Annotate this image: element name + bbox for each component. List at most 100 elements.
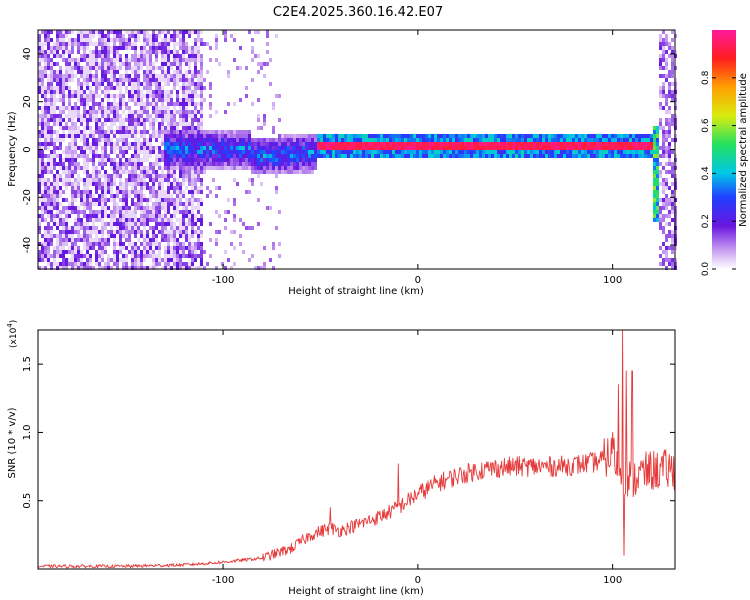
spectrogram-cell — [155, 78, 158, 82]
spectrogram-cell — [203, 86, 206, 90]
spectrogram-cell — [149, 174, 152, 178]
spectrogram-cell — [104, 162, 107, 166]
spectrogram-cell — [140, 222, 143, 226]
spectrogram-cell — [71, 42, 74, 46]
spectrogram-cell — [47, 82, 50, 86]
spectrogram-cell — [179, 138, 182, 142]
spectrogram-cell — [347, 138, 350, 142]
spectrogram-cell — [215, 166, 218, 170]
spectrogram-cell — [122, 134, 125, 138]
spectrogram-cell — [125, 254, 128, 258]
spectrogram-cell — [131, 98, 134, 102]
spectrogram-cell — [164, 42, 167, 46]
spectrogram-cell — [116, 130, 119, 134]
spectrogram-cell — [314, 154, 317, 158]
spectrogram-cell — [257, 154, 260, 158]
spectrogram-cell — [161, 106, 164, 110]
spectrogram-cell — [152, 218, 155, 222]
spectrogram-cell — [194, 90, 197, 94]
spectrogram-cell — [194, 158, 197, 162]
spectrogram-cell — [77, 210, 80, 214]
spectrogram-cell — [137, 258, 140, 262]
spectrogram-cell — [98, 82, 101, 86]
spectrogram-cell — [38, 206, 41, 210]
spectrogram-cell — [182, 194, 185, 198]
spectrogram-cell — [278, 150, 281, 154]
spectrogram-cell — [560, 142, 563, 146]
spectrogram-cell — [584, 142, 587, 146]
spectrogram-cell — [263, 146, 266, 150]
spectrogram-cell — [161, 202, 164, 206]
spectrogram-cell — [659, 42, 662, 46]
spectrogram-cell — [272, 162, 275, 166]
spectrogram-cell — [71, 190, 74, 194]
spectrogram-cell — [377, 142, 380, 146]
spectrogram-cell — [251, 162, 254, 166]
spectrogram-cell — [182, 58, 185, 62]
spectrogram-cell — [38, 186, 41, 190]
spectrogram-cell — [350, 150, 353, 154]
spectrogram-cell — [530, 134, 533, 138]
spectrogram-cell — [170, 150, 173, 154]
spectrogram-cell — [428, 154, 431, 158]
spectrogram-cell — [185, 202, 188, 206]
spectrogram-cell — [197, 190, 200, 194]
spectrogram-cell — [644, 142, 647, 146]
spectrogram-cell — [284, 162, 287, 166]
spectrogram-cell — [176, 50, 179, 54]
spectrogram-cell — [134, 166, 137, 170]
spectrogram-cell — [188, 86, 191, 90]
spectrogram-cell — [44, 58, 47, 62]
spectrogram-cell — [59, 126, 62, 130]
spectrogram-cell — [665, 266, 668, 270]
spectrogram-cell — [176, 34, 179, 38]
spectrogram-cell — [38, 170, 41, 174]
spectrogram-cell — [65, 158, 68, 162]
spectrogram-cell — [377, 138, 380, 142]
spectrogram-cell — [101, 242, 104, 246]
spectrogram-cell — [551, 134, 554, 138]
spectrogram-cell — [656, 130, 659, 134]
spectrogram-cell — [656, 162, 659, 166]
spectrogram-cell — [332, 146, 335, 150]
spectrogram-cell — [659, 90, 662, 94]
spectrogram-cell — [167, 62, 170, 66]
spectrogram-cell — [617, 134, 620, 138]
spectrogram-cell — [140, 58, 143, 62]
spectrogram-cell — [101, 186, 104, 190]
spectrogram-cell — [80, 210, 83, 214]
spectrogram-cell — [281, 162, 284, 166]
spectrogram-cell — [224, 210, 227, 214]
spectrogram-cell — [71, 202, 74, 206]
spectrogram-cell — [143, 150, 146, 154]
spectrogram-cell — [173, 206, 176, 210]
spectrogram-cell — [113, 102, 116, 106]
spectrogram-cell — [215, 266, 218, 270]
spectrogram-cell — [50, 82, 53, 86]
spectrogram-cell — [422, 134, 425, 138]
spectrogram-cell — [83, 158, 86, 162]
spectrogram-cell — [86, 230, 89, 234]
spectrogram-cell — [47, 250, 50, 254]
spectrogram-cell — [611, 150, 614, 154]
spectrogram-cell — [131, 198, 134, 202]
spectrogram-cell — [623, 154, 626, 158]
spectrogram-cell — [257, 30, 260, 34]
spectrogram-cell — [200, 114, 203, 118]
spectrogram-cell — [104, 242, 107, 246]
spectrogram-cell — [194, 58, 197, 62]
spectrogram-cell — [152, 66, 155, 70]
spectrogram-cell — [98, 154, 101, 158]
spectrogram-cell — [47, 58, 50, 62]
spectrogram-cell — [173, 222, 176, 226]
spectrogram-cell — [62, 250, 65, 254]
spectrogram-cell — [635, 154, 638, 158]
spectrogram-cell — [239, 142, 242, 146]
spectrogram-cell — [275, 94, 278, 98]
spectrogram-cell — [497, 138, 500, 142]
spectrogram-cell — [233, 130, 236, 134]
spectrogram-cell — [671, 122, 674, 126]
spectrogram-cell — [314, 146, 317, 150]
spectrogram-cell — [173, 154, 176, 158]
spectrogram-cell — [638, 150, 641, 154]
